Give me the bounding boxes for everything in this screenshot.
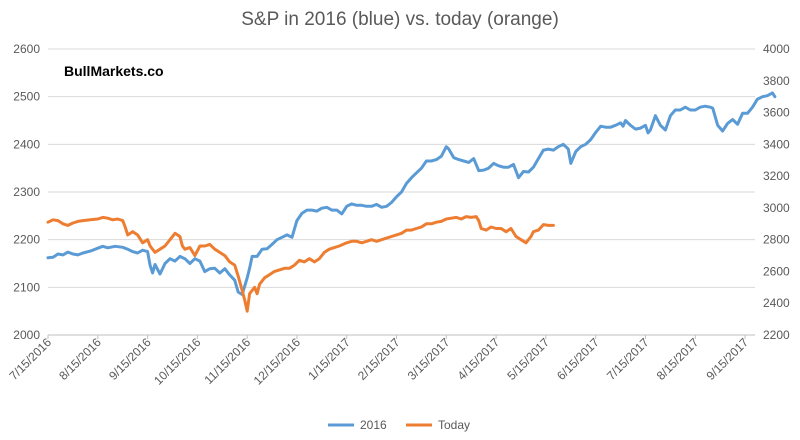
series-line-2016 <box>46 91 777 296</box>
y-left-tick-label: 2500 <box>13 90 40 104</box>
y-right-tick-label: 2800 <box>763 233 790 247</box>
y-left-tick-label: 2100 <box>13 280 40 294</box>
x-axis: 7/15/2016 8/15/2016 9/15/201610/15/201611/… <box>6 334 755 388</box>
y-left-tick-label: 2200 <box>13 233 40 247</box>
y-right-tick-label: 4000 <box>763 42 790 56</box>
x-tick-label: 3/15/2017 <box>405 335 453 383</box>
x-tick-label: 8/15/2017 <box>654 335 702 383</box>
x-tick-label: 12/15/2016 <box>251 335 304 388</box>
y-right-tick-label: 3600 <box>763 106 790 120</box>
series-line-today <box>46 215 555 313</box>
y-left-tick-label: 2000 <box>13 328 40 342</box>
x-tick-label: 11/15/2016 <box>202 335 254 387</box>
right-y-axis: 2200 2400 2600 2800 3000 3200 3400 3600 3800 4000 <box>763 42 790 342</box>
x-tick-label: 8/15/2016 <box>56 335 104 383</box>
x-tick-label: 6/15/2017 <box>554 335 602 383</box>
y-right-tick-label: 2200 <box>763 328 790 342</box>
chart-title: S&P in 2016 (blue) vs. today (orange) <box>241 9 559 30</box>
y-right-tick-label: 3200 <box>763 169 790 183</box>
x-tick-label: 7/15/2017 <box>604 335 652 383</box>
x-tick-label: 9/15/2016 <box>106 335 154 383</box>
left-y-axis: 2000 2100 2200 2300 2400 2500 2600 <box>13 42 40 342</box>
y-right-tick-label: 2600 <box>763 264 790 278</box>
x-tick-label: 5/15/2017 <box>504 335 552 383</box>
gridlines <box>48 48 755 336</box>
y-right-tick-label: 3400 <box>763 137 790 151</box>
y-left-tick-label: 2400 <box>13 137 40 151</box>
x-tick-label: 2/15/2017 <box>355 335 403 383</box>
y-left-tick-label: 2600 <box>13 42 40 56</box>
watermark: BullMarkets.co <box>64 63 164 79</box>
x-tick-label: 10/15/2016 <box>151 335 204 388</box>
x-tick-label: 9/15/2017 <box>704 335 752 383</box>
x-tick-label: 4/15/2017 <box>455 335 503 383</box>
y-right-tick-label: 3800 <box>763 74 790 88</box>
x-tick-label: 7/15/2016 <box>6 335 54 383</box>
legend: 2016 Today <box>328 418 470 432</box>
y-right-tick-label: 2400 <box>763 296 790 310</box>
legend-label-2016: 2016 <box>360 418 387 432</box>
y-right-tick-label: 3000 <box>763 201 790 215</box>
x-tick-label: 1/15/2017 <box>305 335 353 383</box>
series-group <box>46 91 777 313</box>
legend-label-today: Today <box>438 418 470 432</box>
y-left-tick-label: 2300 <box>13 185 40 199</box>
